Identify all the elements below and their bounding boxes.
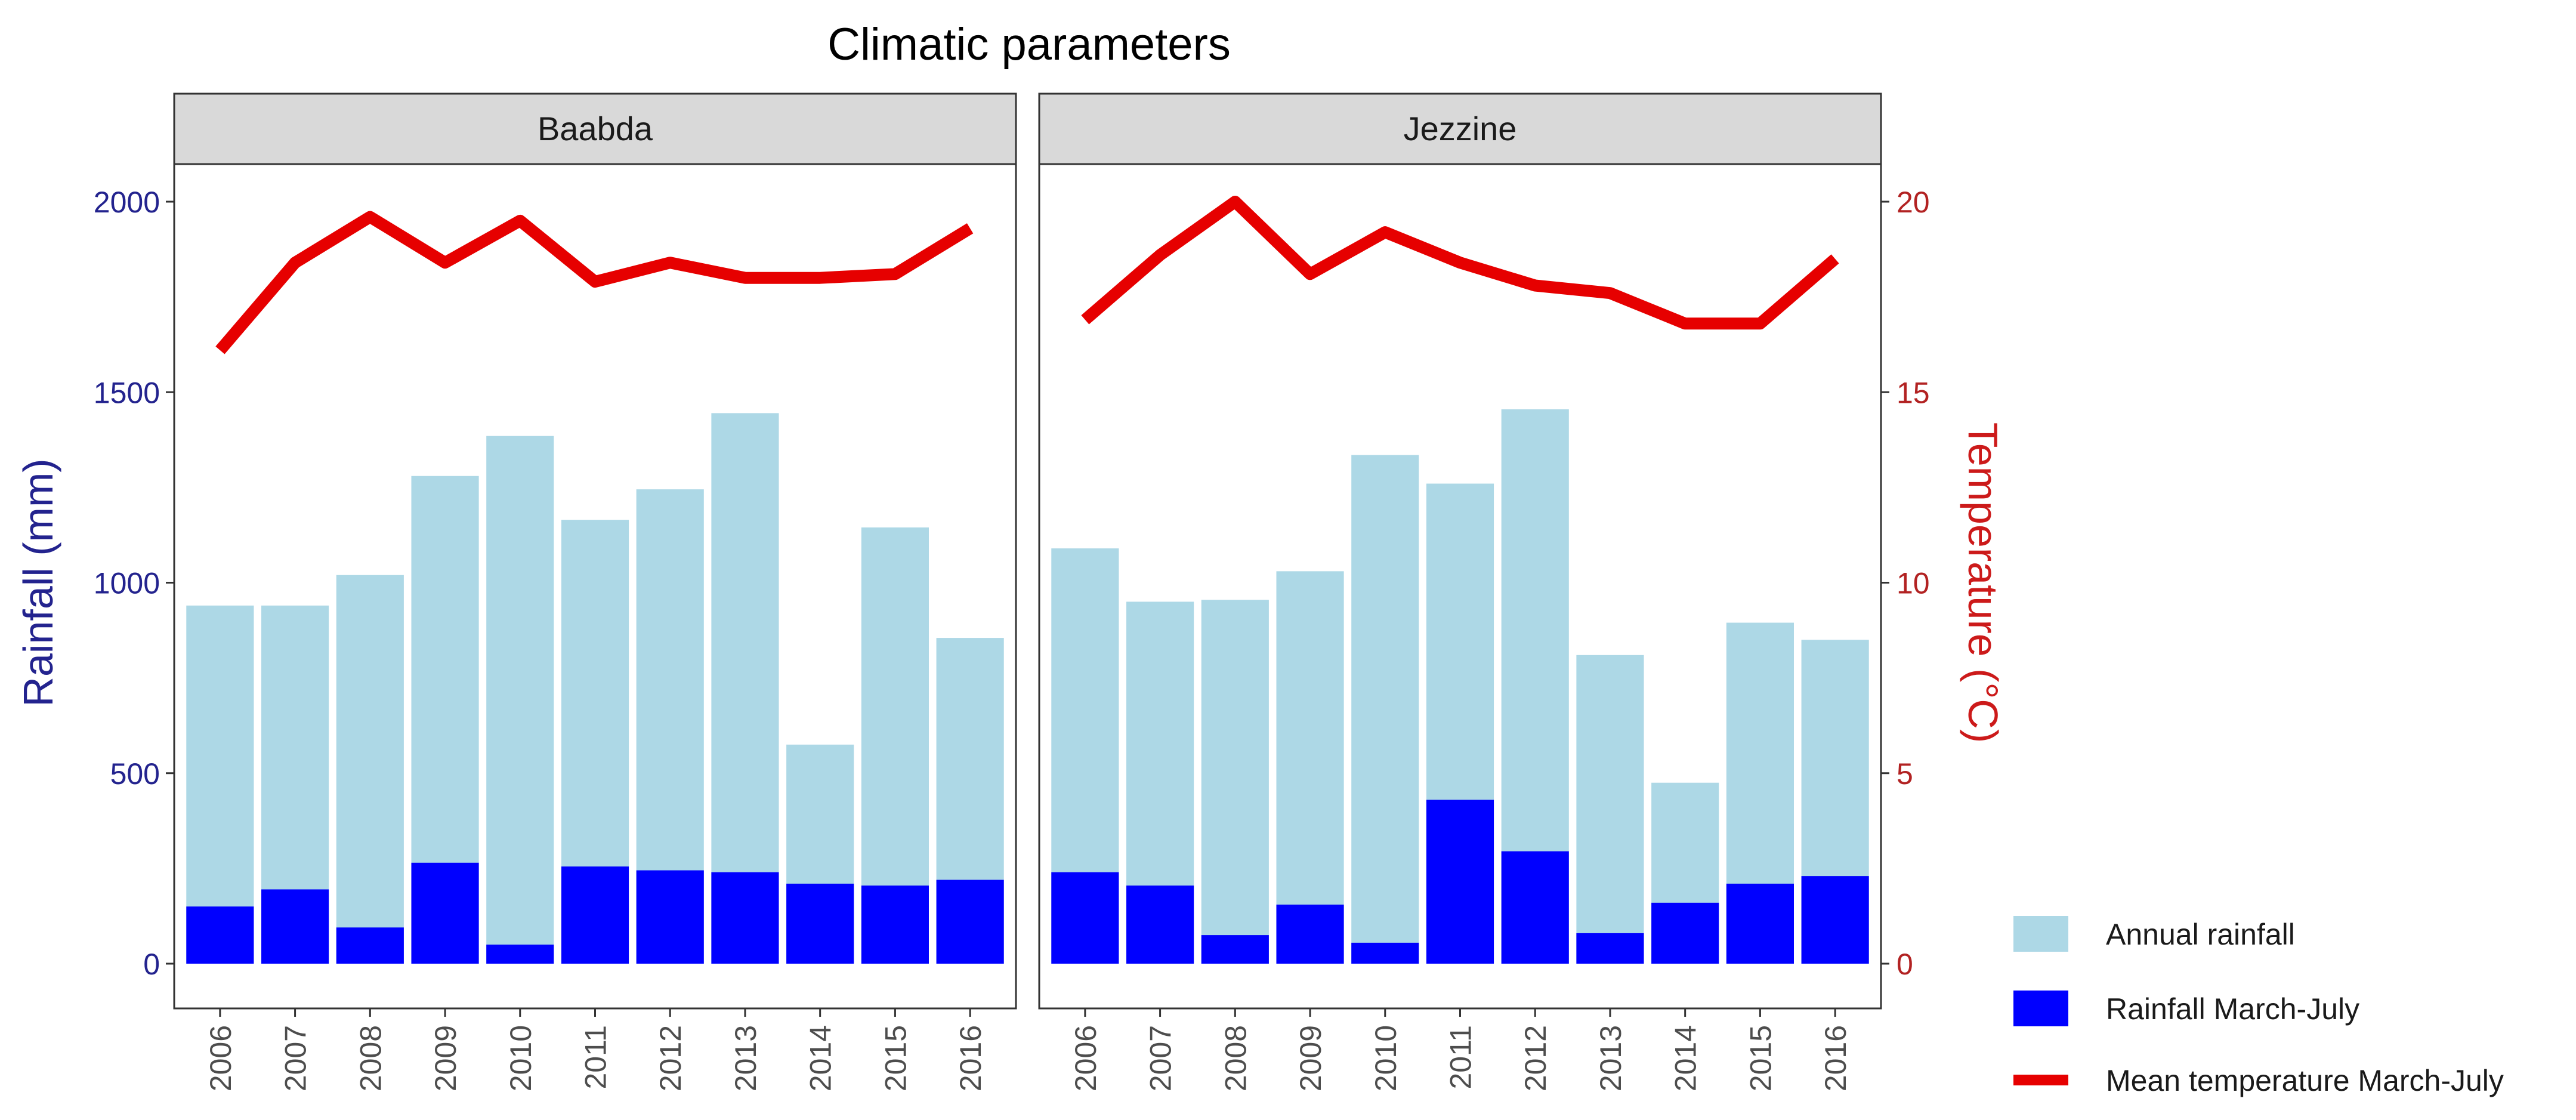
- bar-rainfall-march-july: [561, 866, 629, 964]
- bar-rainfall-march-july: [711, 872, 779, 964]
- y-right-tick-label: 0: [1897, 948, 1913, 981]
- bar-rainfall-march-july: [1426, 800, 1494, 964]
- panel-baabda: Baabda 2006 2007 2008 2009 2010 2011 2012 2013 20…: [173, 92, 1017, 1091]
- x-tick-label: 2012: [654, 1025, 687, 1091]
- y-left-axis-title: Rainfall (mm): [15, 458, 61, 706]
- y-left-tick-label: 0: [143, 948, 160, 981]
- bar-annual-rainfall: [1276, 571, 1344, 964]
- bars-group: [186, 413, 1004, 964]
- bar-annual-rainfall: [1576, 655, 1644, 964]
- y-right-tick-label: 10: [1897, 567, 1930, 600]
- x-tick-label: 2011: [579, 1025, 613, 1090]
- bar-rainfall-march-july: [1576, 933, 1644, 964]
- bar-rainfall-march-july: [486, 945, 554, 964]
- legend-swatch-rainfall-march-july: [2013, 991, 2068, 1026]
- bar-rainfall-march-july: [1801, 876, 1869, 964]
- y-right-tick-label: 20: [1897, 186, 1930, 219]
- x-tick-label: 2015: [1744, 1025, 1777, 1091]
- bar-rainfall-march-july: [1501, 851, 1569, 964]
- y-right-tick-label: 5: [1897, 757, 1913, 791]
- line-mean-temperature: [1081, 196, 1839, 330]
- x-tick-label: 2015: [879, 1025, 912, 1091]
- x-tick-label: 2011: [1444, 1025, 1478, 1090]
- bar-rainfall-march-july: [786, 883, 854, 964]
- legend-label-annual-rainfall: Annual rainfall: [2106, 918, 2295, 951]
- axes-layer: 0 500 1000 1500 2000 Rainfall (mm) 0 5 10 15 20 Tem…: [15, 186, 2006, 981]
- bar-rainfall-march-july: [411, 862, 479, 964]
- bar-annual-rainfall: [486, 436, 554, 964]
- x-tick-label: 2012: [1519, 1025, 1552, 1091]
- x-tick-label: 2013: [1594, 1025, 1627, 1091]
- x-tick-label: 2008: [1219, 1025, 1252, 1091]
- bar-rainfall-march-july: [1126, 885, 1194, 964]
- bar-rainfall-march-july: [1051, 872, 1119, 964]
- bar-rainfall-march-july: [336, 927, 404, 964]
- x-tick-label: 2016: [954, 1025, 987, 1091]
- y-right-axis-title: Temperature (°C): [1960, 422, 2006, 743]
- x-tick-label: 2009: [1294, 1025, 1327, 1091]
- legend: Annual rainfall Rainfall March-July Mean t…: [2013, 916, 2504, 1097]
- bar-annual-rainfall: [1351, 455, 1419, 964]
- x-tick-label: 2013: [729, 1025, 762, 1091]
- bar-annual-rainfall: [711, 413, 779, 964]
- bar-annual-rainfall: [336, 575, 404, 964]
- x-tick-label: 2014: [1669, 1025, 1703, 1091]
- y-left-tick-label: 2000: [94, 186, 160, 219]
- panel-jezzine: Jezzine 2006 2007 2008 2009 2010 2011 2012 2013 2…: [1038, 92, 1882, 1091]
- panel-strip: [1038, 92, 1882, 165]
- bars-group: [1051, 409, 1869, 964]
- y-right-tick-label: 15: [1897, 376, 1930, 409]
- bar-rainfall-march-july: [261, 889, 329, 964]
- line-mean-temperature: [215, 211, 974, 354]
- x-tick-label: 2008: [354, 1025, 387, 1091]
- legend-label-mean-temperature: Mean temperature March-July: [2106, 1064, 2504, 1097]
- panel-strip: [173, 92, 1017, 165]
- bar-rainfall-march-july: [1276, 905, 1344, 964]
- y-left-tick-label: 1500: [94, 376, 160, 409]
- bar-annual-rainfall: [1201, 600, 1269, 964]
- panel-strip-label: Jezzine: [1404, 110, 1517, 147]
- x-tick-label: 2009: [429, 1025, 462, 1091]
- x-tick-label: 2006: [1069, 1025, 1102, 1091]
- bar-rainfall-march-july: [186, 906, 254, 964]
- chart-title: Climatic parameters: [827, 19, 1231, 70]
- bar-rainfall-march-july: [1351, 942, 1419, 964]
- x-tick-label: 2010: [1369, 1025, 1403, 1091]
- x-tick-label: 2007: [279, 1025, 313, 1091]
- bar-rainfall-march-july: [936, 880, 1004, 964]
- legend-label-rainfall-march-july: Rainfall March-July: [2106, 992, 2359, 1026]
- panel-strip-label: Baabda: [538, 110, 653, 147]
- bar-rainfall-march-july: [1651, 902, 1719, 964]
- bar-rainfall-march-july: [861, 885, 929, 964]
- legend-swatch-annual-rainfall: [2013, 916, 2068, 952]
- x-tick-label: 2007: [1144, 1025, 1178, 1091]
- panels-layer: Baabda 2006 2007 2008 2009 2010 2011 2012 2013 20…: [173, 92, 1882, 1091]
- x-tick-label: 2014: [804, 1025, 838, 1091]
- x-tick-label: 2016: [1819, 1025, 1852, 1091]
- x-tick-label: 2006: [204, 1025, 237, 1091]
- y-left-tick-label: 1000: [94, 567, 160, 600]
- bar-rainfall-march-july: [1201, 935, 1269, 964]
- x-tick-label: 2010: [504, 1025, 538, 1091]
- bar-annual-rainfall: [186, 605, 254, 964]
- y-left-tick-label: 500: [110, 757, 160, 791]
- bar-rainfall-march-july: [636, 870, 704, 964]
- bar-rainfall-march-july: [1726, 883, 1794, 964]
